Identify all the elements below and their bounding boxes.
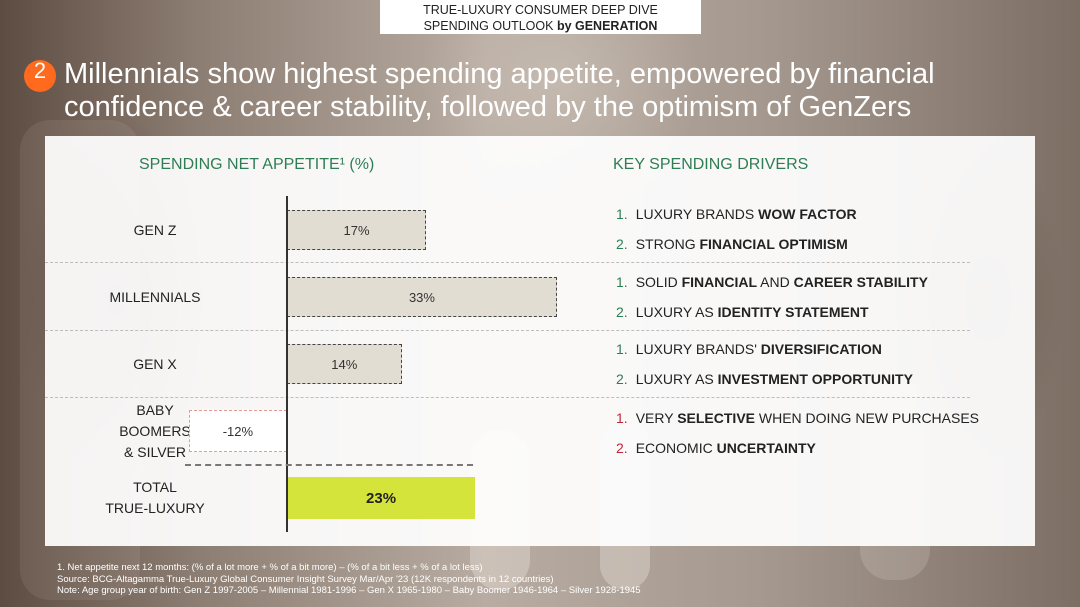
driver-item: 2. STRONG FINANCIAL OPTIMISM — [616, 236, 848, 252]
driver-item: 1. SOLID FINANCIAL AND CAREER STABILITY — [616, 274, 928, 290]
section-header: TRUE-LUXURY CONSUMER DEEP DIVE SPENDING … — [380, 0, 701, 34]
footnote-source: Source: BCG-Altagamma True-Luxury Global… — [57, 573, 554, 585]
content-panel — [45, 136, 1035, 546]
drivers-title: KEY SPENDING DRIVERS — [613, 156, 809, 173]
header-line2: SPENDING OUTLOOK by GENERATION — [423, 19, 658, 33]
total-separator — [185, 464, 473, 466]
data-label: 14% — [331, 356, 358, 372]
category-label: TOTAL TRUE-LUXURY — [105, 479, 205, 516]
footnotes: 1. Net appetite next 12 months: (% of a … — [57, 562, 641, 597]
category-label: GEN X — [133, 355, 177, 372]
total-bar: 23% — [287, 477, 476, 519]
footnote-1: 1. Net appetite next 12 months: (% of a … — [57, 562, 483, 573]
bar: 14% — [287, 344, 402, 384]
data-label: 33% — [408, 289, 435, 305]
data-label: -12% — [222, 423, 254, 439]
data-label: 23% — [366, 489, 397, 507]
bar: 17% — [287, 210, 427, 250]
driver-item: 2. LUXURY AS IDENTITY STATEMENT — [616, 304, 869, 320]
driver-item: 2. LUXURY AS INVESTMENT OPPORTUNITY — [616, 371, 913, 387]
bar: 33% — [287, 277, 557, 317]
driver-item: 1. LUXURY BRANDS WOW FACTOR — [616, 206, 857, 222]
category-label: BABY BOOMERS & SILVER — [119, 401, 191, 460]
driver-item: 1. LUXURY BRANDS' DIVERSIFICATION — [616, 341, 882, 357]
page-title: Millennials show highest spending appeti… — [64, 58, 935, 123]
data-label: 17% — [343, 222, 370, 238]
header-line1: TRUE-LUXURY CONSUMER DEEP DIVE — [423, 3, 658, 17]
bar: -12% — [188, 410, 287, 452]
row-separator — [45, 397, 970, 398]
row-separator — [45, 330, 970, 331]
zero-axis — [286, 196, 288, 532]
row-separator — [45, 262, 970, 263]
category-label: MILLENNIALS — [109, 288, 201, 305]
footnote-note: Note: Age group year of birth: Gen Z 199… — [57, 585, 641, 596]
category-label: GEN Z — [133, 221, 177, 238]
driver-item: 1. VERY SELECTIVE WHEN DOING NEW PURCHASE… — [616, 410, 980, 426]
driver-item: 2. ECONOMIC UNCERTAINTY — [616, 440, 816, 456]
chart-title: SPENDING NET APPETITE¹ (%) — [139, 156, 375, 173]
section-number-badge: 2 — [24, 60, 56, 92]
